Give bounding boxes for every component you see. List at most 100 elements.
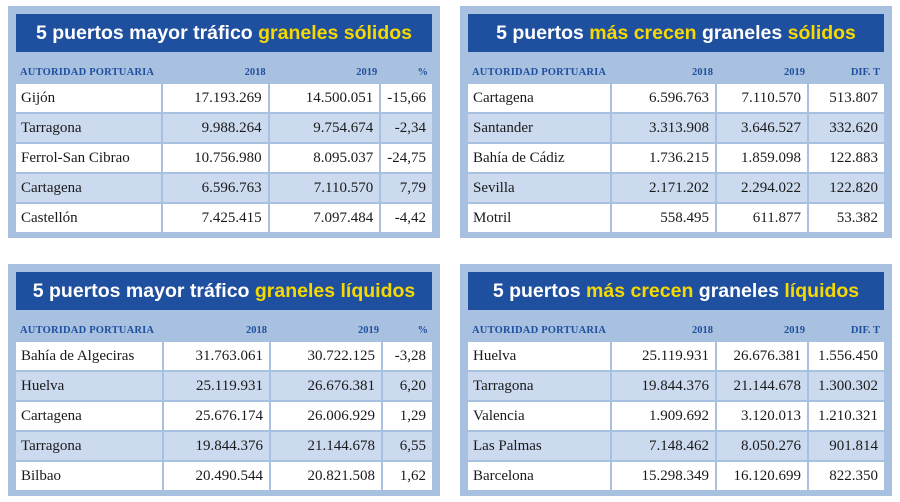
cell-2019: 7.110.570 [717, 84, 809, 114]
cell-2018: 1.909.692 [612, 402, 717, 432]
cell-port: Huelva [468, 342, 612, 372]
column-header: 2019 [356, 66, 378, 78]
cell-2018: 19.844.376 [612, 372, 717, 402]
cell-difference: 513.807 [809, 84, 884, 114]
cell-port: Ferrol-San Cibrao [16, 144, 163, 174]
cell-port: Gijón [16, 84, 163, 114]
data-table: AUTORIDAD PORTUARIA 2018 2019 DIF. T Car… [468, 60, 884, 234]
cell-difference: 122.883 [809, 144, 884, 174]
title-text: graneles [693, 280, 785, 302]
cell-2018: 25.119.931 [612, 342, 717, 372]
title-highlight: más crecen [586, 280, 694, 302]
column-header: AUTORIDAD PORTUARIA [20, 324, 155, 336]
cell-port: Bahía de Algeciras [16, 342, 164, 372]
cell-port: Motril [468, 204, 612, 234]
cell-change: 6,20 [383, 372, 432, 402]
cell-port: Cartagena [468, 84, 612, 114]
cell-2018: 17.193.269 [163, 84, 270, 114]
cell-port: Valencia [468, 402, 612, 432]
cell-2019: 9.754.674 [269, 114, 382, 144]
cell-2018: 20.490.544 [164, 462, 271, 492]
table-row: Cartagena 6.596.763 7.110.570 513.807 [468, 84, 884, 114]
cell-port: Huelva [16, 372, 164, 402]
cell-2018: 6.596.763 [163, 174, 270, 204]
cell-2019: 1.859.098 [717, 144, 809, 174]
column-header: DIF. T [850, 324, 880, 336]
cell-difference: 53.382 [809, 204, 884, 234]
table-row: Barcelona 15.298.349 16.120.699 822.350 [468, 462, 884, 492]
cell-2019: 3.646.527 [717, 114, 809, 144]
title-text: 5 puertos mayor tráfico [32, 280, 255, 302]
cell-difference: 122.820 [809, 174, 884, 204]
cell-2019: 8.050.276 [717, 432, 809, 462]
title-highlight: sólidos [787, 22, 856, 44]
column-header: AUTORIDAD PORTUARIA [472, 324, 607, 336]
cell-port: Barcelona [468, 462, 612, 492]
title-text: 5 puertos [496, 22, 590, 44]
table-row: Ferrol-San Cibrao 10.756.980 8.095.037 -24,… [16, 144, 432, 174]
cell-port: Cartagena [16, 174, 163, 204]
table-row: Cartagena 6.596.763 7.110.570 7,79 [16, 174, 432, 204]
panel-title: 5 puertos mayor tráfico graneles sólidos [16, 14, 432, 52]
cell-2019: 611.877 [717, 204, 809, 234]
cell-2018: 25.676.174 [164, 402, 271, 432]
cell-port: Bilbao [16, 462, 164, 492]
data-table: AUTORIDAD PORTUARIA 2018 2019 % Gijón 17.… [16, 60, 432, 234]
column-header: AUTORIDAD PORTUARIA [472, 66, 607, 78]
cell-port: Castellón [16, 204, 163, 234]
column-header: % [417, 66, 429, 78]
table-row: Bahía de Cádiz 1.736.215 1.859.098 122.883 [468, 144, 884, 174]
cell-2018: 558.495 [612, 204, 717, 234]
cell-change: -15,66 [381, 84, 432, 114]
cell-port: Bahía de Cádiz [468, 144, 612, 174]
table-row: Las Palmas 7.148.462 8.050.276 901.814 [468, 432, 884, 462]
column-header: DIF. T [850, 66, 880, 78]
panel-fastest-growth-liquid-bulk: 5 puertos más crecen graneles líquidos A… [460, 264, 892, 496]
data-table: AUTORIDAD PORTUARIA 2018 2019 % Bahía de… [16, 318, 432, 492]
column-header: 2018 [246, 324, 267, 336]
table-row: Sevilla 2.171.202 2.294.022 122.820 [468, 174, 884, 204]
cell-2019: 21.144.678 [717, 372, 809, 402]
panel-top-traffic-solid-bulk: 5 puertos mayor tráfico graneles sólidos… [8, 6, 440, 238]
table-row: Bahía de Algeciras 31.763.061 30.722.125 -3… [16, 342, 432, 372]
title-text: graneles [696, 22, 788, 44]
table-header-row: AUTORIDAD PORTUARIA 2018 2019 % [16, 318, 432, 342]
cell-2019: 26.676.381 [717, 342, 809, 372]
data-table: AUTORIDAD PORTUARIA 2018 2019 DIF. T Hue… [468, 318, 884, 492]
cell-2019: 14.500.051 [269, 84, 382, 114]
cell-2018: 31.763.061 [164, 342, 271, 372]
cell-2018: 6.596.763 [612, 84, 717, 114]
column-header: 2019 [784, 324, 805, 336]
column-header: 2019 [784, 66, 805, 78]
cell-port: Tarragona [16, 432, 164, 462]
table-row: Bilbao 20.490.544 20.821.508 1,62 [16, 462, 432, 492]
cell-change: 1,29 [383, 402, 432, 432]
cell-2018: 2.171.202 [612, 174, 717, 204]
cell-change: -2,34 [381, 114, 432, 144]
cell-difference: 1.210.321 [809, 402, 884, 432]
cell-change: -24,75 [381, 144, 432, 174]
cell-2019: 16.120.699 [717, 462, 809, 492]
cell-2019: 7.110.570 [269, 174, 382, 204]
table-header-row: AUTORIDAD PORTUARIA 2018 2019 DIF. T [468, 60, 884, 84]
panel-fastest-growth-solid-bulk: 5 puertos más crecen graneles sólidos AU… [460, 6, 892, 238]
cell-port: Santander [468, 114, 612, 144]
cell-2019: 30.722.125 [271, 342, 383, 372]
cell-2019: 8.095.037 [269, 144, 382, 174]
table-row: Castellón 7.425.415 7.097.484 -4,42 [16, 204, 432, 234]
cell-2018: 1.736.215 [612, 144, 717, 174]
cell-2018: 7.148.462 [612, 432, 717, 462]
title-text: 5 puertos mayor tráfico [35, 22, 259, 44]
cell-2019: 21.144.678 [271, 432, 383, 462]
table-header-row: AUTORIDAD PORTUARIA 2018 2019 DIF. T [468, 318, 884, 342]
cell-port: Tarragona [16, 114, 163, 144]
cell-2019: 3.120.013 [717, 402, 809, 432]
column-header: 2018 [244, 66, 266, 78]
cell-difference: 822.350 [809, 462, 884, 492]
cell-difference: 901.814 [809, 432, 884, 462]
cell-2018: 3.313.908 [612, 114, 717, 144]
column-header: AUTORIDAD PORTUARIA [20, 66, 155, 78]
title-text: 5 puertos [492, 280, 587, 302]
title-highlight: líquidos [784, 280, 860, 302]
cell-2018: 9.988.264 [163, 114, 270, 144]
